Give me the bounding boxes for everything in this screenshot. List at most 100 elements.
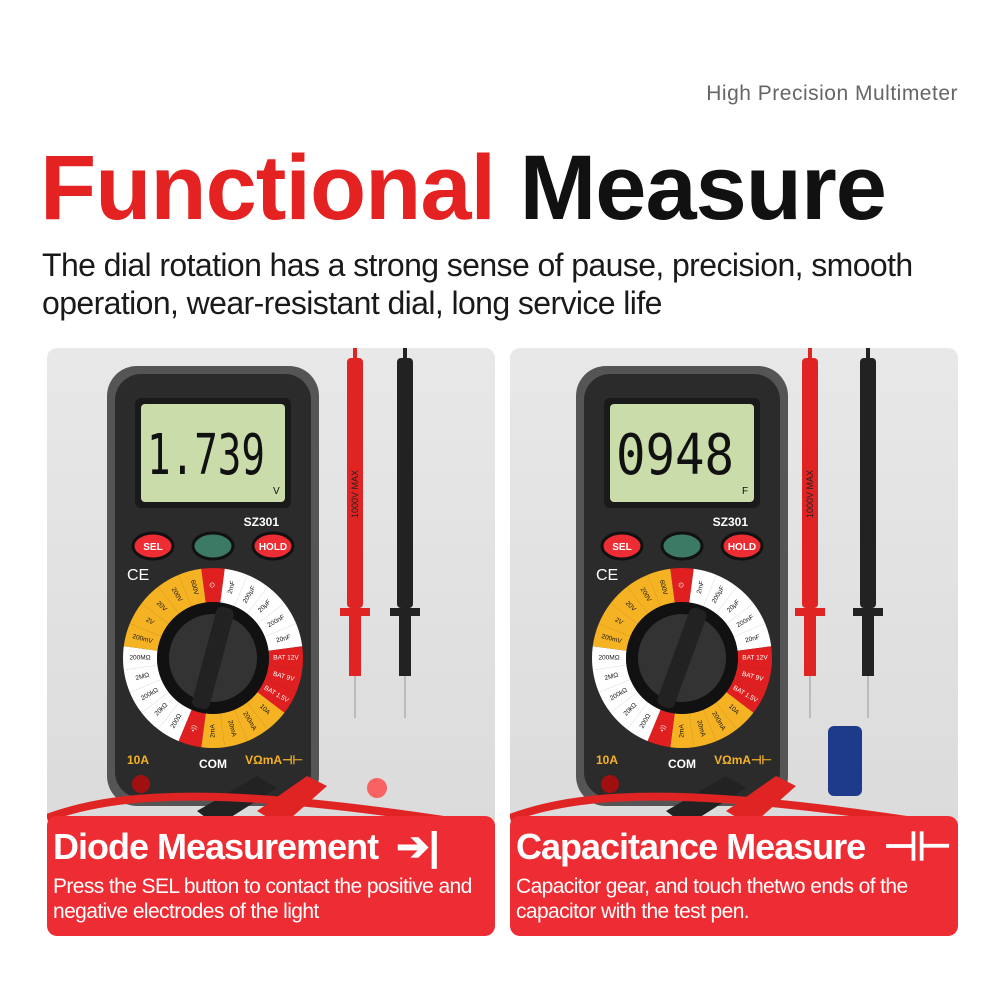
multimeter-illustration: 1000V MAX 1000V MAX 1.739 V SZ301 SEL HOLD CE ⏻ 2…: [47, 348, 495, 832]
dial-label: 20mA: [695, 719, 706, 738]
model-label: SZ301: [244, 515, 280, 529]
dial-label: 2mF: [227, 580, 237, 594]
dial-label: 2MΩ: [135, 672, 150, 682]
dial-segment: [123, 646, 158, 670]
dial-label: 20mA: [226, 719, 237, 738]
dial-segment: [670, 568, 694, 603]
dial-segment: [234, 574, 268, 614]
dial-segment: [647, 709, 675, 748]
diode-panel: 1000V MAX 1000V MAX 1.739 V SZ301 SEL HOLD CE ⏻ 2…: [47, 348, 495, 936]
jack-v-label: VΩmA⊣⊢: [245, 753, 303, 767]
lcd-unit: V: [273, 486, 280, 497]
caption-box: Diode Measurement ➔| Press the SEL button…: [47, 816, 495, 936]
red-probe: 1000V MAX: [795, 348, 825, 718]
red-probe: 1000V MAX: [340, 348, 370, 718]
caption-description: Capacitor gear, and touch thetwo ends of…: [516, 875, 908, 923]
dial-segment: [733, 623, 772, 651]
probe-rating: 1000V MAX: [350, 470, 360, 518]
jack-com-label: COM: [199, 757, 227, 771]
dial-segment: [703, 574, 737, 614]
ce-mark: CE: [127, 567, 149, 584]
caption-description: Press the SEL button to contact the posi…: [53, 875, 472, 923]
capacitor-icon: ⊣⊢: [883, 825, 952, 869]
function-button[interactable]: [660, 531, 704, 561]
function-button[interactable]: [191, 531, 235, 561]
dial-label: 20nF: [744, 634, 760, 645]
dial-segment: [726, 603, 766, 637]
dial-segment: [689, 568, 717, 607]
caption-title: Capacitance Measure: [516, 826, 866, 867]
subtitle: The dial rotation has a strong sense of …: [42, 247, 913, 321]
dial-segment: [610, 586, 648, 624]
multimeter-illustration: 1000V MAX 1000V MAX 0948 F SZ301 SEL HOLD CE ⏻ 2m…: [510, 348, 958, 832]
probe-rating: 1000V MAX: [863, 470, 873, 518]
caption-box: Capacitance Measure ⊣⊢ Capacitor gear, an…: [510, 816, 958, 936]
dial-label: 20nF: [275, 634, 291, 645]
dial-segment: [670, 713, 694, 748]
dial-segment: [689, 709, 717, 748]
jack-10a-label: 10A: [127, 753, 149, 767]
lead-wire: [510, 792, 958, 832]
ce-mark: CE: [596, 567, 618, 584]
dial-label: BAT 12V: [273, 655, 299, 662]
lead-wire: [47, 792, 495, 832]
dial-segment: [264, 623, 303, 651]
lcd-reading: 0948: [616, 423, 734, 488]
jack-com-label: COM: [668, 757, 696, 771]
dial-segment: [129, 679, 169, 713]
dial-label: BAT 12V: [742, 655, 768, 662]
black-probe: 1000V MAX: [390, 348, 420, 718]
diode-icon: ➔|: [396, 825, 440, 869]
dial-segment: [234, 702, 268, 742]
dial-segment: [716, 586, 754, 624]
dial-label: 200MΩ: [129, 655, 150, 662]
dial-segment: [737, 646, 772, 670]
dial-segment: [247, 692, 285, 730]
tagline: High Precision Multimeter: [706, 82, 958, 105]
black-probe: 1000V MAX: [853, 348, 883, 718]
dial-segment: [123, 623, 162, 651]
dial-segment: [129, 603, 169, 637]
dial-segment: [247, 586, 285, 624]
jack-10a-label: 10A: [596, 753, 618, 767]
dial-segment: [598, 603, 638, 637]
hold-button[interactable]: [720, 531, 764, 561]
dial-segment: [123, 665, 162, 693]
sel-button[interactable]: [600, 531, 644, 561]
sel-button[interactable]: [131, 531, 175, 561]
svg-text:SEL: SEL: [143, 542, 162, 553]
dial-label: 2mA: [210, 724, 217, 738]
dial-label: 2mA: [679, 724, 686, 738]
lcd-display: [610, 404, 754, 502]
probe-rating: 1000V MAX: [400, 470, 410, 518]
dial-segment: [158, 702, 192, 742]
dial-segment: [647, 568, 675, 607]
dial-segment: [716, 692, 754, 730]
dial-segment: [178, 568, 206, 607]
dial-segment: [201, 568, 225, 603]
led: [367, 778, 387, 798]
dial-label: •)): [659, 724, 667, 732]
dial-label: 2V: [614, 616, 625, 626]
svg-text:HOLD: HOLD: [728, 542, 756, 553]
dial-label: 2MΩ: [604, 672, 619, 682]
dial-segment: [592, 623, 631, 651]
page-title: Functional Measure: [40, 137, 887, 239]
dial-segment: [598, 679, 638, 713]
dial-segment: [158, 574, 192, 614]
lcd-unit: F: [742, 486, 748, 497]
dial-segment: [610, 692, 648, 730]
dial-segment: [141, 692, 179, 730]
dial-label: 2V: [145, 616, 156, 626]
probe-rating: 1000V MAX: [805, 470, 815, 518]
dial-segment: [257, 679, 297, 713]
jack-10a: [132, 775, 150, 793]
dial-segment: [627, 574, 661, 614]
jack-v-label: VΩmA⊣⊢: [714, 753, 772, 767]
capacitor: [828, 726, 862, 796]
dial-label: ⏻: [679, 582, 686, 587]
lcd-display: [141, 404, 285, 502]
dial-segment: [141, 586, 179, 624]
hold-button[interactable]: [251, 531, 295, 561]
